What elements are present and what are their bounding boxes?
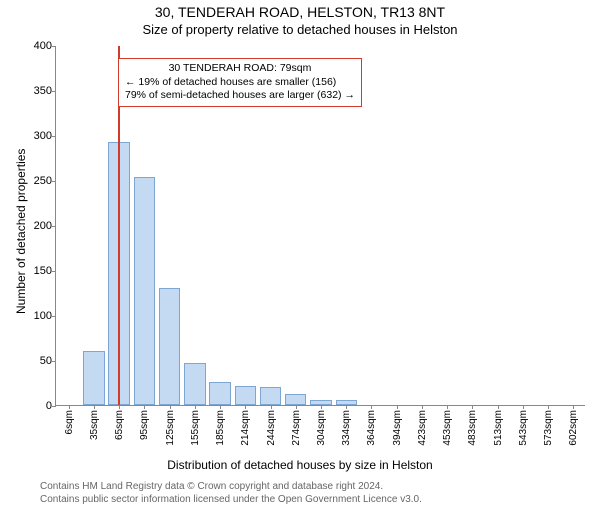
chart-area: 05010015020025030035040030 TENDERAH ROAD…	[55, 46, 585, 406]
page-title-line2: Size of property relative to detached ho…	[0, 22, 600, 37]
x-tick-label: 513sqm	[493, 410, 504, 446]
y-tick-mark	[52, 316, 56, 317]
annotation-line: 79% of semi-detached houses are larger (…	[125, 89, 355, 103]
y-tick-mark	[52, 406, 56, 407]
x-tick-mark	[573, 405, 574, 409]
y-tick-label: 300	[24, 130, 52, 142]
y-tick-label: 0	[24, 400, 52, 412]
x-tick-label: 6sqm	[64, 410, 75, 434]
titles: 30, TENDERAH ROAD, HELSTON, TR13 8NT Siz…	[0, 4, 600, 37]
x-tick-label: 185sqm	[215, 410, 226, 446]
x-tick-mark	[397, 405, 398, 409]
x-tick-label: 214sqm	[240, 410, 251, 446]
x-tick-mark	[69, 405, 70, 409]
x-tick-label: 334sqm	[341, 410, 352, 446]
x-tick-label: 573sqm	[543, 410, 554, 446]
x-tick-label: 35sqm	[89, 410, 100, 440]
y-tick-mark	[52, 226, 56, 227]
y-tick-mark	[52, 271, 56, 272]
x-tick-mark	[548, 405, 549, 409]
x-tick-label: 244sqm	[266, 410, 277, 446]
x-tick-label: 483sqm	[467, 410, 478, 446]
x-tick-label: 364sqm	[366, 410, 377, 446]
x-tick-mark	[371, 405, 372, 409]
x-tick-mark	[498, 405, 499, 409]
y-tick-label: 200	[24, 220, 52, 232]
x-tick-mark	[119, 405, 120, 409]
footnote: Contains HM Land Registry data © Crown c…	[40, 480, 422, 506]
x-tick-labels: 6sqm 35sqm 65sqm 95sqm 125sqm 155sqm 185sqm 214…	[55, 410, 585, 454]
bar	[83, 351, 104, 405]
y-tick-mark	[52, 46, 56, 47]
x-tick-mark	[296, 405, 297, 409]
annotation-box: 30 TENDERAH ROAD: 79sqm← 19% of detached…	[118, 58, 362, 107]
x-tick-label: 602sqm	[568, 410, 579, 446]
x-tick-mark	[447, 405, 448, 409]
x-tick-mark	[94, 405, 95, 409]
x-tick-label: 125sqm	[165, 410, 176, 446]
bar	[159, 288, 180, 405]
x-tick-label: 543sqm	[518, 410, 529, 446]
bar	[260, 387, 281, 405]
annotation-line: 30 TENDERAH ROAD: 79sqm	[125, 62, 355, 76]
x-tick-mark	[144, 405, 145, 409]
bar	[285, 394, 306, 405]
x-tick-mark	[523, 405, 524, 409]
x-tick-label: 95sqm	[139, 410, 150, 440]
y-tick-mark	[52, 181, 56, 182]
bar	[209, 382, 230, 405]
footnote-line1: Contains HM Land Registry data © Crown c…	[40, 480, 422, 493]
x-tick-mark	[245, 405, 246, 409]
bar	[134, 177, 155, 405]
x-tick-label: 394sqm	[392, 410, 403, 446]
y-tick-label: 250	[24, 175, 52, 187]
y-tick-mark	[52, 361, 56, 362]
y-tick-label: 350	[24, 85, 52, 97]
y-tick-label: 400	[24, 40, 52, 52]
y-tick-label: 50	[24, 355, 52, 367]
x-axis-label: Distribution of detached houses by size …	[0, 458, 600, 472]
x-tick-mark	[170, 405, 171, 409]
x-tick-label: 453sqm	[442, 410, 453, 446]
y-tick-mark	[52, 91, 56, 92]
x-tick-label: 155sqm	[190, 410, 201, 446]
y-tick-label: 150	[24, 265, 52, 277]
plot-area: 05010015020025030035040030 TENDERAH ROAD…	[55, 46, 585, 406]
bar	[235, 386, 256, 405]
page-title-line1: 30, TENDERAH ROAD, HELSTON, TR13 8NT	[0, 4, 600, 20]
x-tick-label: 65sqm	[114, 410, 125, 440]
x-tick-mark	[321, 405, 322, 409]
bar	[184, 363, 205, 405]
x-tick-mark	[346, 405, 347, 409]
x-tick-label: 423sqm	[417, 410, 428, 446]
y-tick-label: 100	[24, 310, 52, 322]
annotation-line: ← 19% of detached houses are smaller (15…	[125, 76, 355, 90]
x-tick-mark	[271, 405, 272, 409]
x-tick-label: 304sqm	[316, 410, 327, 446]
x-tick-mark	[422, 405, 423, 409]
x-tick-mark	[220, 405, 221, 409]
y-tick-mark	[52, 136, 56, 137]
x-tick-mark	[472, 405, 473, 409]
x-tick-label: 274sqm	[291, 410, 302, 446]
x-tick-mark	[195, 405, 196, 409]
